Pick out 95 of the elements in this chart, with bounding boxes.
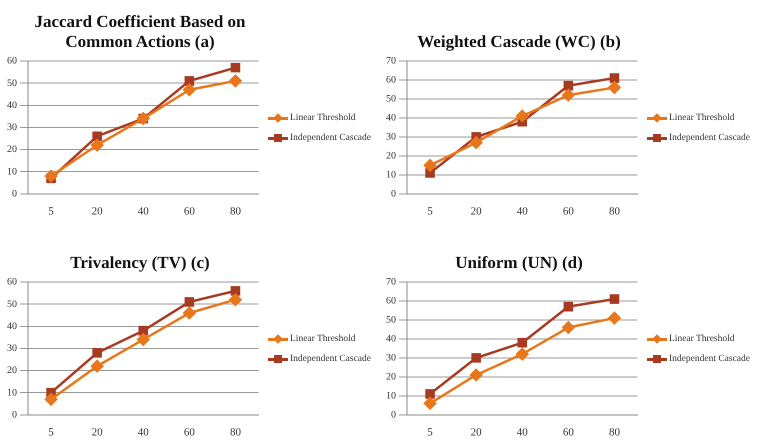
x-tick-label: 40 [516,205,528,218]
point [229,74,242,88]
point [564,80,574,90]
point [183,84,196,96]
x-tick-label: 40 [138,426,150,438]
x-tick-label: 5 [48,426,54,438]
point [92,131,102,142]
point [516,348,528,360]
point [184,76,194,86]
y-tick-label: 30 [7,122,17,134]
point [44,170,58,182]
y-tick-label: 50 [386,314,396,326]
legend-label: Independent Cascade [669,133,750,143]
y-tick-label: 0 [12,188,17,200]
y-tick-label: 10 [7,166,17,178]
legend-label: Linear Threshold [669,113,735,123]
point [517,338,528,348]
point [424,159,436,172]
y-tick-label: 70 [386,276,396,288]
x-tick-label: 80 [230,205,242,218]
y-tick-label: 60 [386,74,396,86]
point [230,62,240,72]
point [516,110,528,122]
chart-title: Jaccard Coefficient Based on Common Actions (a) [33,11,247,52]
legend-label: Linear Threshold [669,334,735,344]
legend-label: Linear Threshold [290,334,356,344]
y-tick-label: 40 [7,100,17,111]
y-tick-label: 40 [7,320,17,332]
chart-title: Trivalency (TV) (c) [69,252,211,273]
x-tick-label: 80 [608,205,620,218]
point [229,293,242,306]
y-tick-label: 60 [7,56,17,67]
point [608,312,621,324]
x-tick-label: 20 [92,205,104,218]
y-tick-label: 20 [386,371,396,382]
point [424,397,436,410]
y-tick-label: 30 [386,352,396,364]
point [137,333,150,346]
y-tick-label: 10 [7,387,17,398]
point [562,88,575,102]
legend-label: Independent Cascade [290,354,371,364]
x-tick-label: 60 [562,426,574,438]
point [610,73,620,83]
point [562,321,575,334]
point [610,294,620,304]
point [183,306,196,320]
x-tick-label: 20 [470,205,482,218]
point [92,348,102,358]
y-tick-label: 70 [386,56,396,67]
y-tick-label: 0 [391,188,396,200]
legend-label: Linear Threshold [290,113,356,123]
point [470,368,482,382]
point [425,389,435,399]
y-tick-label: 40 [386,112,396,124]
y-tick-label: 10 [386,169,396,180]
point [470,136,482,149]
x-tick-label: 20 [470,426,482,438]
x-tick-label: 5 [427,205,434,218]
chart-title: Weighted Cascade (WC) (b) [416,31,622,52]
y-tick-label: 50 [7,298,17,310]
chart-title: Uniform (UN) (d) [454,252,584,273]
y-tick-label: 30 [386,132,396,143]
x-tick-label: 80 [230,426,242,438]
legend-label: Independent Cascade [290,133,371,143]
point [138,326,148,336]
point [564,302,574,312]
x-tick-label: 60 [184,426,196,438]
x-tick-label: 40 [138,205,150,218]
point [90,360,104,372]
point [44,393,58,406]
y-tick-label: 50 [386,94,396,105]
x-tick-label: 20 [92,426,104,438]
y-tick-label: 30 [7,343,17,354]
point [608,81,621,94]
y-tick-label: 20 [7,144,17,156]
point [90,138,104,152]
x-tick-label: 5 [48,205,54,218]
y-tick-label: 60 [7,276,17,288]
x-tick-label: 60 [562,205,574,218]
point [471,353,481,363]
x-tick-label: 5 [427,426,434,438]
x-tick-label: 40 [516,426,528,438]
legend-label: Independent Cascade [669,354,750,364]
x-tick-label: 60 [184,205,196,218]
x-tick-label: 80 [608,426,620,438]
y-tick-label: 0 [12,409,17,420]
y-tick-label: 60 [386,296,396,307]
y-tick-label: 0 [391,409,396,420]
y-tick-label: 40 [386,334,396,345]
y-tick-label: 20 [386,150,396,162]
y-tick-label: 50 [7,78,17,89]
point [230,286,240,296]
point [184,297,194,307]
y-tick-label: 20 [7,365,17,376]
y-tick-label: 10 [386,390,396,402]
